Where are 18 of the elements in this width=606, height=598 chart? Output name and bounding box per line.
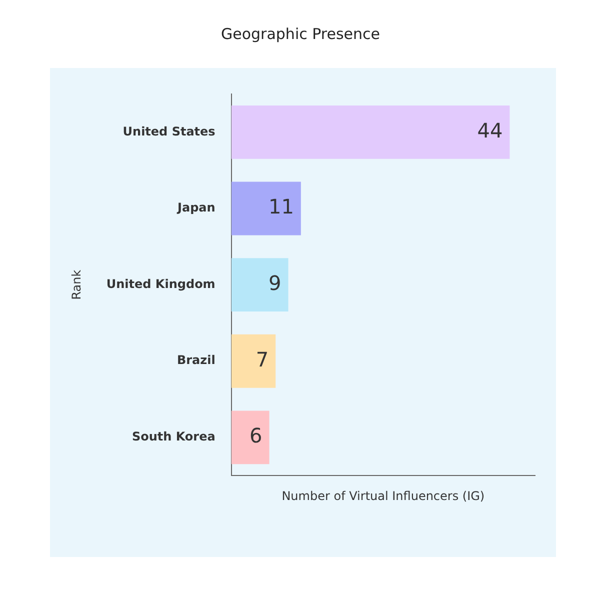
data-label: 7 bbox=[256, 347, 269, 372]
x-axis-title: Number of Virtual Influencers (IG) bbox=[282, 488, 485, 503]
bar bbox=[231, 258, 288, 312]
bar bbox=[231, 334, 276, 388]
y-axis-title: Rank bbox=[69, 270, 84, 300]
data-label: 6 bbox=[250, 424, 262, 448]
y-tick-label: South Korea bbox=[132, 430, 216, 444]
y-tick-label: Japan bbox=[176, 200, 216, 215]
y-tick-label: Brazil bbox=[176, 353, 216, 368]
data-label: 9 bbox=[268, 271, 282, 296]
bar bbox=[231, 105, 510, 159]
chart-title: Geographic Presence bbox=[221, 24, 380, 43]
bar bbox=[231, 182, 301, 236]
y-tick-label: United States bbox=[122, 124, 216, 138]
y-tick-label: United Kingdom bbox=[106, 276, 216, 291]
data-label: 11 bbox=[268, 194, 294, 219]
bar bbox=[231, 410, 270, 464]
data-label: 44 bbox=[477, 118, 503, 142]
